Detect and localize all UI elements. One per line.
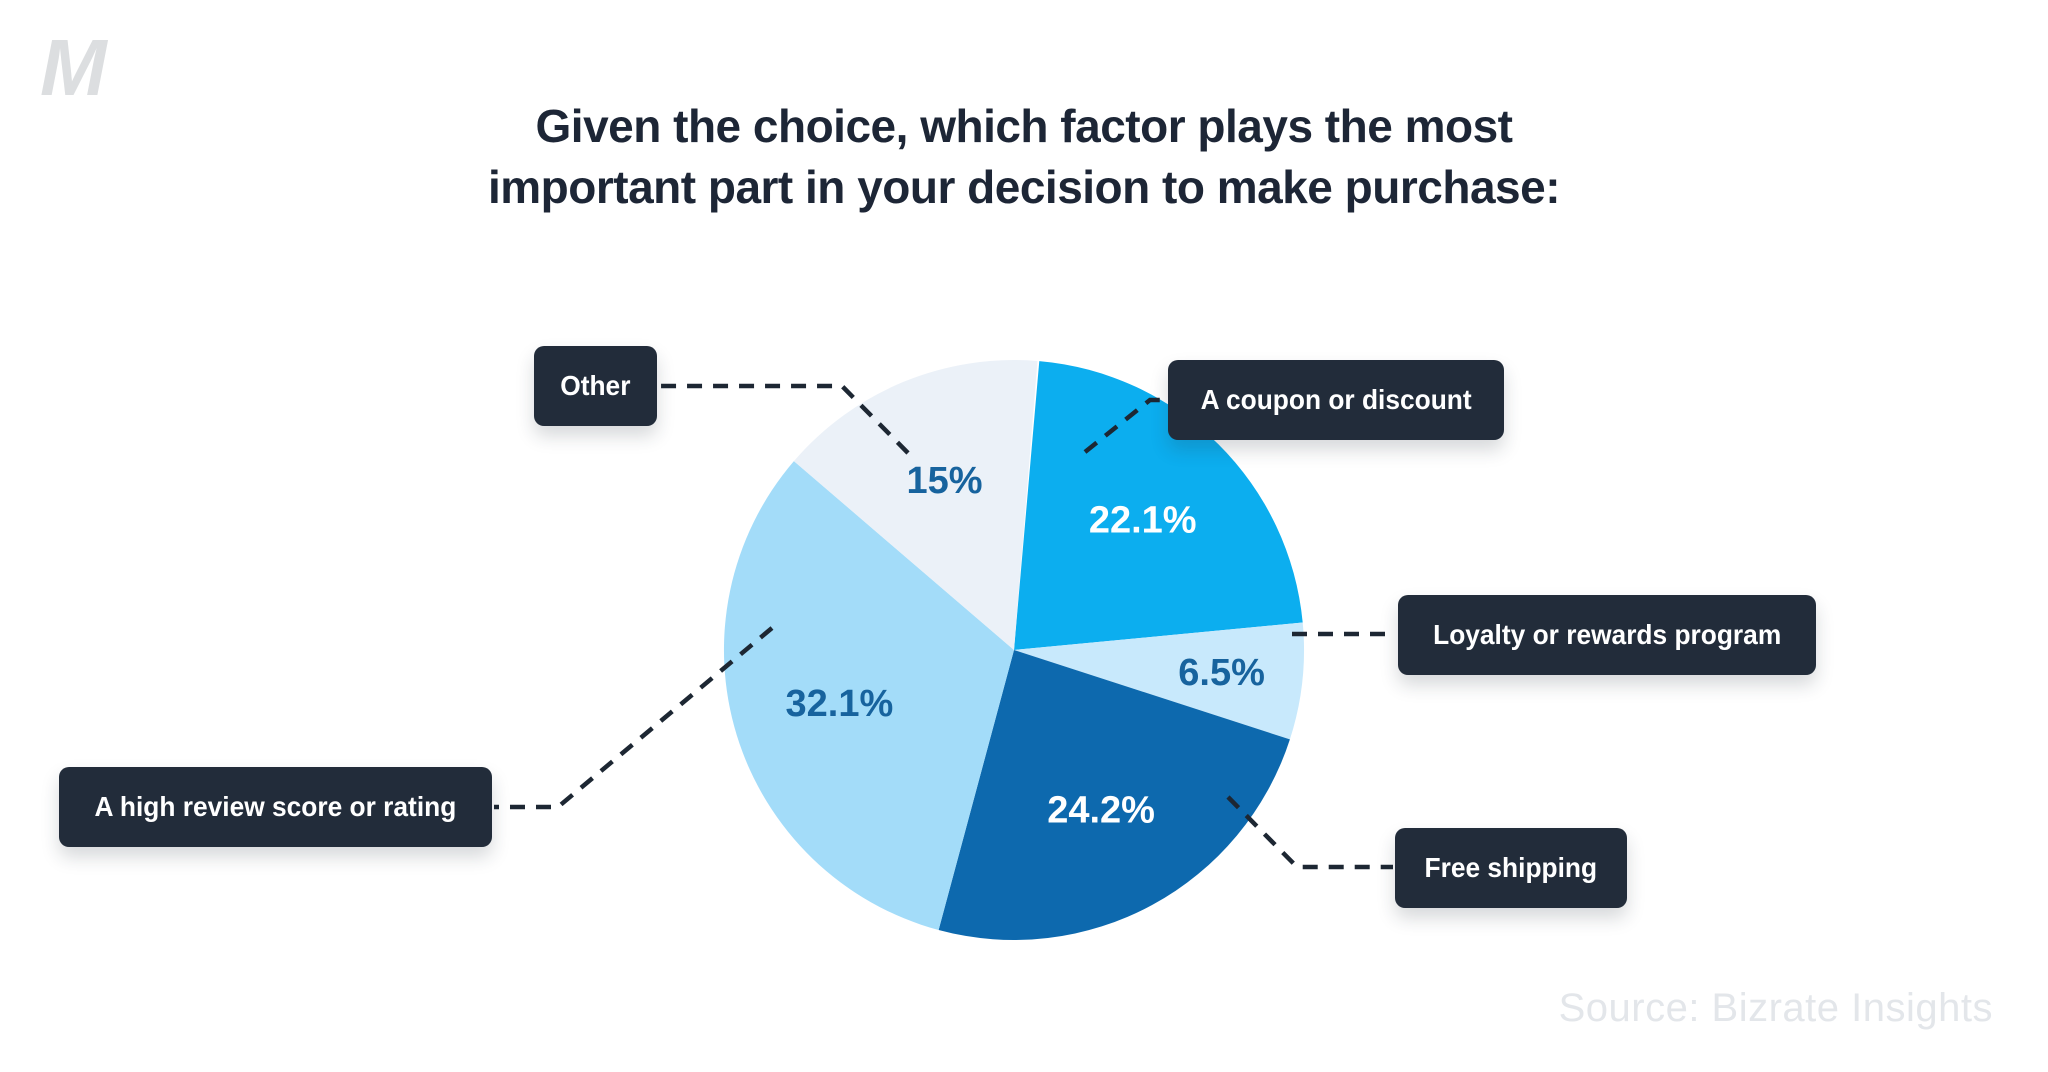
pie-slice-0 <box>1014 361 1303 650</box>
callout-high-review-score: A high review score or rating <box>59 767 492 847</box>
pie-pct-label-3: 32.1% <box>786 683 894 725</box>
pie-pct-label-2: 24.2% <box>1047 790 1155 832</box>
chart-title-line-1: Given the choice, which factor plays the… <box>535 100 1513 152</box>
callout-free-shipping: Free shipping <box>1395 828 1627 908</box>
connector-other <box>659 383 910 455</box>
callout-loyalty-label: Loyalty or rewards program <box>1433 619 1782 650</box>
pie-pct-label-4: 15% <box>906 460 982 502</box>
source-credit: Source: Bizrate Insights <box>1558 986 1993 1030</box>
callout-loyalty-rewards: Loyalty or rewards program <box>1398 595 1817 675</box>
pie-slice-2 <box>938 650 1290 940</box>
brand-logo-m: M <box>40 23 107 112</box>
pie-pct-label-1: 6.5% <box>1178 652 1265 694</box>
chart-title-line-2: important part in your decision to make … <box>487 160 1561 213</box>
callout-other-label: Other <box>560 370 631 401</box>
callout-free-label: Free shipping <box>1424 852 1598 883</box>
pie-pct-label-0: 22.1% <box>1089 499 1197 541</box>
callout-other: Other <box>534 346 657 426</box>
connector-coupon <box>1083 397 1166 454</box>
pie-slice-1 <box>1014 622 1305 740</box>
callout-review-label: A high review score or rating <box>94 791 457 822</box>
callout-coupon-label: A coupon or discount <box>1200 384 1472 415</box>
connector-review <box>494 626 774 810</box>
pie-slice-4 <box>793 360 1038 650</box>
chart-title: Given the choice, which factor plays the… <box>0 96 2048 217</box>
pie-slice-3 <box>723 461 1014 930</box>
callout-coupon-or-discount: A coupon or discount <box>1168 360 1505 440</box>
connector-free <box>1226 795 1393 870</box>
